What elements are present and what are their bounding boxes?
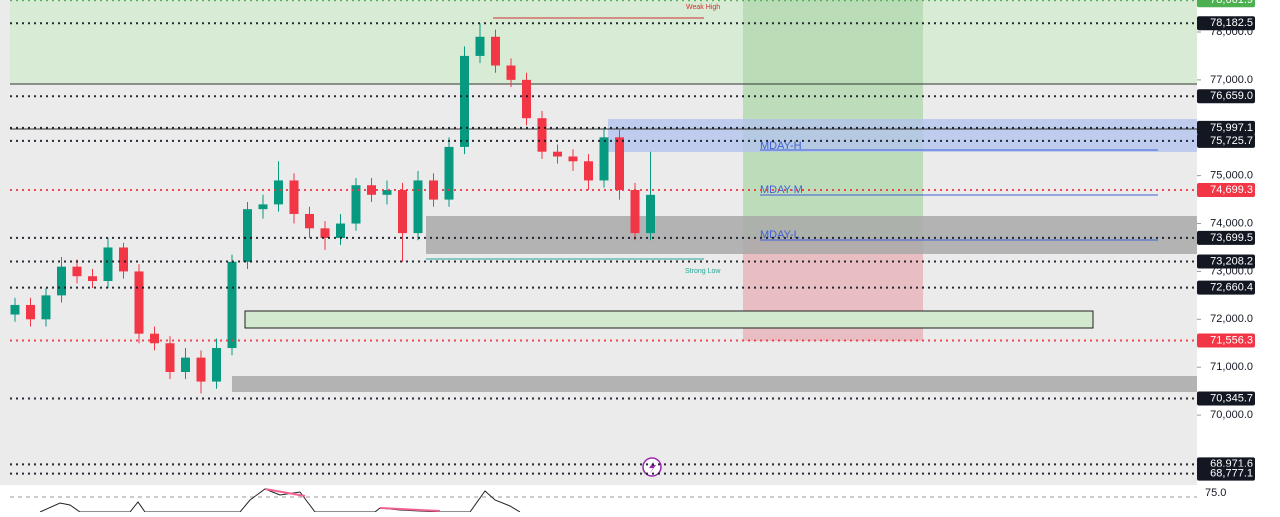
annotation: MDAY-M <box>760 184 803 196</box>
candle-body <box>258 204 268 210</box>
price-tag-label: 70,345.7 <box>1210 392 1253 404</box>
candle-body <box>119 247 128 272</box>
rsi-pane <box>0 485 1197 512</box>
price-tag-label: 68,777.1 <box>1210 468 1253 480</box>
price-tag-label: 71,556.3 <box>1210 334 1253 346</box>
candle-body <box>289 180 299 214</box>
candle-body <box>491 36 500 66</box>
candle-body <box>444 146 454 200</box>
price-tag-label: 73,699.5 <box>1210 232 1253 244</box>
price-tag <box>1197 391 1255 406</box>
price-tag-label: 75,725.7 <box>1210 135 1253 147</box>
price-tag-label: 76,659.0 <box>1210 90 1253 102</box>
candle-body <box>630 190 640 234</box>
candle-body <box>506 65 516 80</box>
candle-body <box>351 185 361 224</box>
candle-body <box>72 266 82 277</box>
annotation: MDAY-H <box>760 140 802 152</box>
rsi-level-label: 75.0 <box>1205 487 1226 499</box>
price-tag <box>1197 466 1255 481</box>
candle-body <box>57 266 66 296</box>
price-tag <box>1197 0 1255 8</box>
candle-body <box>413 180 423 234</box>
order-block-zone <box>608 119 1197 152</box>
annotation: Strong Low <box>685 268 721 275</box>
candle-body <box>150 333 159 344</box>
candle-body <box>553 151 562 157</box>
price-tag <box>1197 183 1255 198</box>
y-tick-label: 75,000.0 <box>1210 170 1253 182</box>
candle-body <box>584 161 593 181</box>
price-tag-label: 78,182.5 <box>1210 17 1253 29</box>
price-tag <box>1197 254 1255 269</box>
annotation: MDAY-L <box>760 229 800 241</box>
price-tag <box>1197 89 1255 104</box>
candle-body <box>568 156 578 162</box>
candle-body <box>475 36 485 56</box>
y-tick-label: 72,000.0 <box>1210 313 1253 325</box>
candle-body <box>165 343 175 372</box>
price-tag <box>1197 133 1255 148</box>
fvg-zone <box>244 310 1094 329</box>
price-tag-label: 73,208.2 <box>1210 255 1253 267</box>
y-tick-label: 77,000.0 <box>1210 74 1253 86</box>
candle-body <box>10 304 20 315</box>
candle-body <box>522 79 531 119</box>
candle-body <box>196 357 206 382</box>
price-tag <box>1197 16 1255 31</box>
premium-zone <box>10 0 1197 84</box>
candle-body <box>398 190 407 234</box>
demand-zone <box>426 216 1197 254</box>
divergence-line <box>379 507 441 512</box>
candle-body <box>646 194 655 234</box>
candle-body <box>336 223 345 238</box>
candle-body <box>615 137 624 191</box>
price-tag-label: 74,699.3 <box>1210 184 1253 196</box>
candle-body <box>103 247 113 282</box>
candle-body <box>134 271 144 334</box>
candle-body <box>181 357 190 372</box>
candle-body <box>320 228 330 238</box>
candle-body <box>460 55 469 147</box>
price-tag-label: 72,660.4 <box>1210 282 1253 294</box>
y-tick-label: 74,000.0 <box>1210 217 1253 229</box>
candle-body <box>382 190 392 195</box>
candle-body <box>274 180 283 205</box>
alert-icon-bolt <box>649 461 656 473</box>
candle-body <box>212 348 221 382</box>
annotation: Weak High <box>686 4 720 11</box>
demand-zone <box>232 376 1197 392</box>
candle-body <box>227 261 237 349</box>
price-tag <box>1197 230 1255 245</box>
candle-body <box>429 180 438 200</box>
candle-body <box>41 295 51 320</box>
candle-body <box>88 276 97 282</box>
divergence-line <box>264 488 306 497</box>
candle-body <box>26 304 35 320</box>
price-tag <box>1197 280 1255 295</box>
price-tag <box>1197 120 1255 135</box>
candle-body <box>537 118 547 152</box>
y-tick-label: 70,000.0 <box>1210 409 1253 421</box>
candle-body <box>243 209 252 262</box>
y-tick-label: 71,000.0 <box>1210 361 1253 373</box>
candle-body <box>305 213 314 229</box>
price-tag <box>1197 333 1255 348</box>
price-tag-label: 75,997.1 <box>1210 122 1253 134</box>
price-tag-label: 78,661.9 <box>1210 0 1253 6</box>
candle-body <box>599 137 609 181</box>
